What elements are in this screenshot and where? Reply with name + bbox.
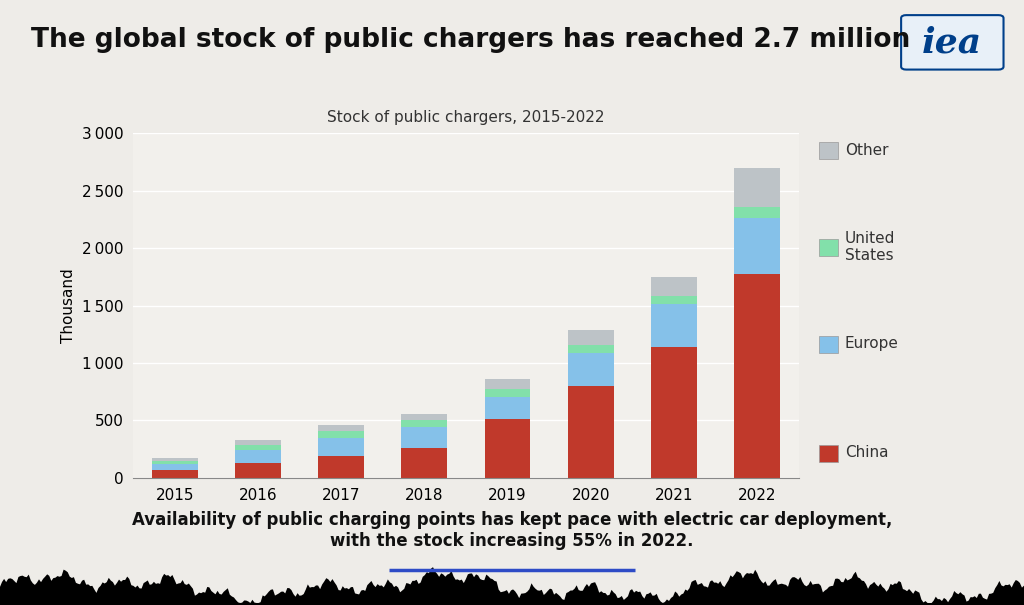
Bar bbox=[734, 218, 780, 275]
Bar bbox=[318, 425, 364, 431]
Bar bbox=[651, 347, 696, 478]
Text: United
States: United States bbox=[845, 231, 895, 263]
Text: iea: iea bbox=[923, 25, 982, 59]
Bar bbox=[734, 208, 780, 218]
Bar bbox=[152, 461, 198, 463]
Text: Europe: Europe bbox=[845, 336, 899, 351]
Bar bbox=[318, 456, 364, 478]
Bar bbox=[484, 390, 530, 397]
FancyBboxPatch shape bbox=[901, 15, 1004, 70]
Title: Stock of public chargers, 2015-2022: Stock of public chargers, 2015-2022 bbox=[328, 110, 604, 125]
Bar bbox=[568, 353, 613, 386]
Bar bbox=[651, 296, 696, 304]
Bar bbox=[734, 275, 780, 478]
Bar bbox=[318, 431, 364, 438]
Bar bbox=[484, 419, 530, 478]
Text: Other: Other bbox=[845, 143, 888, 157]
Text: The global stock of public chargers has reached 2.7 million: The global stock of public chargers has … bbox=[31, 27, 910, 53]
Bar bbox=[318, 438, 364, 456]
Bar bbox=[401, 420, 447, 427]
Bar bbox=[734, 168, 780, 208]
Bar bbox=[568, 386, 613, 478]
Bar bbox=[401, 427, 447, 448]
Y-axis label: Thousand: Thousand bbox=[61, 268, 76, 343]
Bar bbox=[152, 458, 198, 461]
Text: China: China bbox=[845, 445, 888, 460]
Bar bbox=[651, 277, 696, 296]
Bar bbox=[651, 304, 696, 347]
Polygon shape bbox=[0, 567, 1024, 605]
Bar bbox=[236, 440, 281, 445]
Bar bbox=[484, 397, 530, 419]
Bar bbox=[152, 463, 198, 470]
Bar bbox=[401, 414, 447, 420]
Bar bbox=[401, 448, 447, 478]
Text: Availability of public charging points has kept pace with electric car deploymen: Availability of public charging points h… bbox=[132, 511, 892, 550]
Bar bbox=[236, 463, 281, 478]
Bar bbox=[152, 470, 198, 478]
Bar bbox=[484, 379, 530, 390]
Bar bbox=[568, 330, 613, 345]
Bar bbox=[236, 450, 281, 463]
Bar bbox=[236, 445, 281, 450]
Bar bbox=[568, 345, 613, 353]
